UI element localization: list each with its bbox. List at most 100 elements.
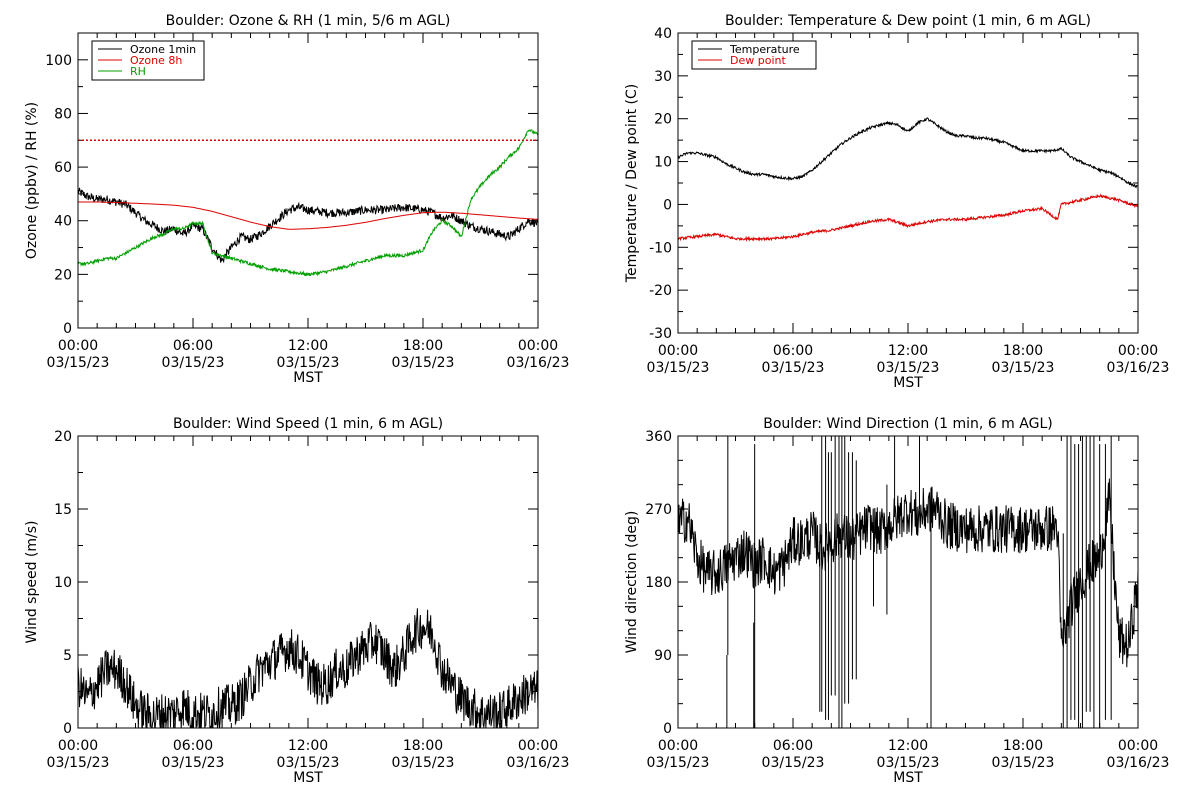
x-tick-date-label: 03/15/23 bbox=[647, 360, 710, 376]
y-tick-label: 270 bbox=[645, 502, 672, 518]
x-tick-time-label: 06:00 bbox=[773, 738, 813, 754]
x-tick-time-label: 00:00 bbox=[1118, 343, 1158, 359]
x-tick-time-label: 12:00 bbox=[288, 738, 328, 754]
plot-data bbox=[678, 436, 1138, 728]
legend-label: Temperature bbox=[729, 43, 800, 56]
chart-title: Boulder: Wind Speed (1 min, 6 m AGL) bbox=[173, 416, 443, 432]
chart-title: Boulder: Ozone & RH (1 min, 5/6 m AGL) bbox=[166, 13, 451, 29]
x-tick-time-label: 00:00 bbox=[518, 338, 558, 354]
x-tick-time-label: 18:00 bbox=[1003, 343, 1043, 359]
legend-label: Dew point bbox=[730, 54, 786, 67]
x-axis-label: MST bbox=[893, 770, 923, 786]
y-tick-label: 100 bbox=[45, 53, 72, 69]
x-tick-date-label: 03/15/23 bbox=[762, 360, 825, 376]
y-tick-label: 10 bbox=[654, 155, 672, 171]
x-tick-time-label: 00:00 bbox=[518, 738, 558, 754]
series-line-1 bbox=[78, 608, 538, 728]
x-tick-time-label: 12:00 bbox=[888, 738, 928, 754]
y-axis-label: Wind speed (m/s) bbox=[24, 521, 40, 644]
plot-data bbox=[678, 117, 1138, 242]
x-tick-time-label: 00:00 bbox=[1118, 738, 1158, 754]
chart-title: Boulder: Temperature & Dew point (1 min,… bbox=[725, 13, 1091, 29]
x-tick-time-label: 00:00 bbox=[658, 738, 698, 754]
plot-data bbox=[78, 129, 538, 277]
x-tick-date-label: 03/15/23 bbox=[992, 360, 1055, 376]
x-tick-time-label: 12:00 bbox=[288, 338, 328, 354]
chart-title: Boulder: Wind Direction (1 min, 6 m AGL) bbox=[763, 416, 1052, 432]
x-tick-date-label: 03/15/23 bbox=[277, 755, 340, 771]
plot-frame bbox=[677, 435, 1139, 729]
x-tick-date-label: 03/16/23 bbox=[507, 755, 570, 771]
chart-panel-3: Boulder: Wind Speed (1 min, 6 m AGL) 00:0… bbox=[24, 416, 569, 786]
x-tick-date-label: 03/15/23 bbox=[992, 755, 1055, 771]
x-tick-date-label: 03/15/23 bbox=[877, 360, 940, 376]
y-tick-label: 0 bbox=[63, 721, 72, 737]
legend-label: Ozone 1min bbox=[130, 43, 196, 56]
y-tick-label: 40 bbox=[654, 26, 672, 42]
x-tick-date-label: 03/15/23 bbox=[277, 355, 340, 371]
y-tick-label: 60 bbox=[54, 160, 72, 176]
y-tick-label: -20 bbox=[649, 283, 672, 299]
y-axis-label: Ozone (ppbv) / RH (%) bbox=[24, 102, 40, 259]
y-tick-label: 30 bbox=[654, 69, 672, 85]
y-tick-label: 0 bbox=[663, 197, 672, 213]
x-tick-date-label: 03/16/23 bbox=[507, 355, 570, 371]
y-tick-label: 360 bbox=[645, 429, 672, 445]
y-tick-label: 80 bbox=[54, 106, 72, 122]
y-tick-label: 20 bbox=[54, 267, 72, 283]
x-axis-label: MST bbox=[893, 375, 923, 391]
plot-frame bbox=[77, 435, 539, 729]
series-line-1 bbox=[678, 478, 1138, 668]
chart-panel-2: Boulder: Temperature & Dew point (1 min,… bbox=[624, 13, 1169, 391]
series-line-3 bbox=[78, 129, 538, 277]
series-line-2 bbox=[78, 201, 538, 230]
y-tick-label: -10 bbox=[649, 240, 672, 256]
x-tick-time-label: 00:00 bbox=[58, 738, 98, 754]
x-tick-date-label: 03/15/23 bbox=[647, 755, 710, 771]
x-tick-time-label: 18:00 bbox=[403, 338, 443, 354]
x-tick-date-label: 03/15/23 bbox=[162, 355, 225, 371]
x-tick-time-label: 12:00 bbox=[888, 343, 928, 359]
x-tick-date-label: 03/15/23 bbox=[762, 755, 825, 771]
x-tick-date-label: 03/15/23 bbox=[47, 355, 110, 371]
x-tick-time-label: 06:00 bbox=[173, 738, 213, 754]
x-tick-time-label: 18:00 bbox=[403, 738, 443, 754]
legend-box bbox=[91, 40, 205, 81]
series-line-2 bbox=[678, 193, 1138, 242]
x-tick-time-label: 18:00 bbox=[1003, 738, 1043, 754]
y-tick-label: 10 bbox=[54, 575, 72, 591]
legend-label: RH bbox=[130, 65, 146, 78]
y-tick-label: 0 bbox=[63, 321, 72, 337]
plot-frame bbox=[77, 32, 539, 329]
plot-frame bbox=[677, 32, 1139, 334]
chart-panel-4: Boulder: Wind Direction (1 min, 6 m AGL)… bbox=[624, 416, 1169, 786]
x-tick-date-label: 03/15/23 bbox=[392, 355, 455, 371]
y-tick-label: 20 bbox=[54, 429, 72, 445]
x-tick-date-label: 03/15/23 bbox=[47, 755, 110, 771]
legend-label: Ozone 8h bbox=[130, 54, 182, 67]
x-axis-label: MST bbox=[293, 370, 323, 386]
y-tick-label: 15 bbox=[54, 502, 72, 518]
x-tick-time-label: 00:00 bbox=[658, 343, 698, 359]
x-tick-date-label: 03/15/23 bbox=[877, 755, 940, 771]
series-line-1 bbox=[78, 187, 538, 264]
x-axis-label: MST bbox=[293, 770, 323, 786]
y-axis-label: Temperature / Dew point (C) bbox=[624, 84, 640, 283]
y-tick-label: 0 bbox=[663, 721, 672, 737]
y-tick-label: 90 bbox=[654, 648, 672, 664]
x-tick-time-label: 06:00 bbox=[173, 338, 213, 354]
y-tick-label: 180 bbox=[645, 575, 672, 591]
y-tick-label: 40 bbox=[54, 214, 72, 230]
series-line-1 bbox=[678, 117, 1138, 189]
y-tick-label: -30 bbox=[649, 326, 672, 342]
y-tick-label: 5 bbox=[63, 648, 72, 664]
x-tick-date-label: 03/15/23 bbox=[162, 755, 225, 771]
x-tick-time-label: 06:00 bbox=[773, 343, 813, 359]
x-tick-date-label: 03/16/23 bbox=[1107, 755, 1170, 771]
y-axis-label: Wind direction (deg) bbox=[624, 511, 640, 654]
chart-panel-1: Boulder: Ozone & RH (1 min, 5/6 m AGL)00… bbox=[24, 13, 569, 386]
y-tick-label: 20 bbox=[654, 112, 672, 128]
x-tick-time-label: 00:00 bbox=[58, 338, 98, 354]
x-tick-date-label: 03/15/23 bbox=[392, 755, 455, 771]
